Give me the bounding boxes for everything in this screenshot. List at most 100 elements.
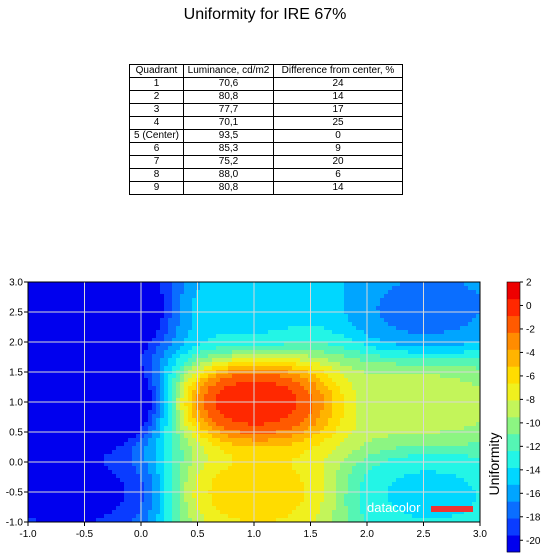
heat-cell [352,306,357,311]
heat-cell [344,374,349,379]
heat-cell [264,334,269,339]
heat-cell [172,346,177,351]
heat-cell [52,498,57,503]
heat-cell [288,406,293,411]
heat-cell [296,346,301,351]
heat-cell [136,446,141,451]
heat-cell [224,486,229,491]
heat-cell [288,314,293,319]
heat-cell [276,462,281,467]
heat-cell [68,478,73,483]
heat-cell [104,518,109,523]
heat-cell [284,466,289,471]
heat-cell [44,466,49,471]
heat-cell [124,438,129,443]
heat-cell [212,358,217,363]
heat-cell [228,398,233,403]
heat-cell [140,454,145,459]
heat-cell [136,478,141,483]
heat-cell [124,486,129,491]
heat-cell [236,462,241,467]
heat-cell [140,302,145,307]
heat-cell [80,474,85,479]
heat-cell [352,442,357,447]
heat-cell [336,402,341,407]
heat-cell [228,478,233,483]
heat-cell [168,450,173,455]
heat-cell [52,358,57,363]
heat-cell [292,426,297,431]
heat-cell [68,282,73,287]
heat-cell [180,454,185,459]
heat-cell [312,298,317,303]
heat-cell [180,402,185,407]
heat-cell [244,362,249,367]
heat-cell [236,282,241,287]
heat-cell [184,334,189,339]
heat-cell [192,306,197,311]
heat-cell [212,286,217,291]
heat-cell [216,482,221,487]
heat-cell [192,442,197,447]
heat-cell [188,374,193,379]
heat-cell [336,330,341,335]
heat-cell [352,374,357,379]
heat-cell [340,322,345,327]
heat-cell [276,306,281,311]
heat-cell [160,418,165,423]
heat-cell [80,506,85,511]
heat-cell [248,482,253,487]
heat-cell [312,282,317,287]
heat-cell [76,330,81,335]
heat-cell [272,422,277,427]
heat-cell [316,438,321,443]
heat-cell [152,462,157,467]
heat-cell [92,326,97,331]
heat-cell [160,446,165,451]
heat-cell [80,286,85,291]
heat-cell [320,386,325,391]
heat-cell [236,302,241,307]
heat-cell [64,518,69,523]
heat-cell [352,418,357,423]
heat-cell [300,470,305,475]
heat-cell [132,314,137,319]
heat-cell [124,342,129,347]
heat-cell [72,286,77,291]
heat-cell [348,510,353,515]
heat-cell [200,410,205,415]
heat-cell [248,434,253,439]
heat-cell [144,510,149,515]
heat-cell [144,466,149,471]
heat-cell [160,350,165,355]
heat-cell [240,426,245,431]
heat-cell [84,426,89,431]
heat-cell [108,326,113,331]
heat-cell [272,378,277,383]
heat-cell [44,418,49,423]
heat-cell [204,334,209,339]
heat-cell [40,386,45,391]
heat-cell [68,306,73,311]
heat-cell [228,326,233,331]
heat-cell [352,486,357,491]
heat-cell [268,350,273,355]
heat-cell [120,378,125,383]
heat-cell [140,398,145,403]
heat-cell [132,318,137,323]
heat-cell [208,382,213,387]
heat-cell [232,462,237,467]
heat-cell [312,510,317,515]
heat-cell [44,410,49,415]
heat-cell [352,314,357,319]
heat-cell [176,498,181,503]
heat-cell [304,382,309,387]
heat-cell [272,414,277,419]
heat-cell [336,290,341,295]
heat-cell [336,470,341,475]
heat-cell [260,346,265,351]
heat-cell [136,302,141,307]
heat-cell [236,346,241,351]
heat-cell [36,486,41,491]
heat-cell [324,286,329,291]
